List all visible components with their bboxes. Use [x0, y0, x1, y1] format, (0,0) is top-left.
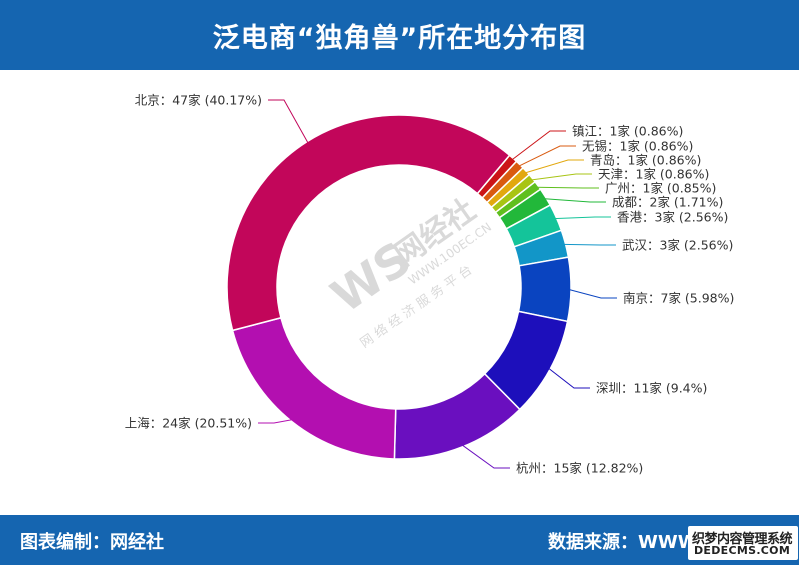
leader-广州 [535, 186, 599, 189]
label-上海: 上海：24家 (20.51%) [125, 416, 252, 431]
chart-title: 泛电商“独角兽”所在地分布图 [212, 22, 587, 54]
donut-slices [226, 114, 572, 460]
slice-北京 [226, 114, 511, 332]
leader-青岛 [523, 159, 584, 174]
label-北京: 北京：47家 (40.17%) [135, 93, 262, 108]
slice-南京 [517, 256, 572, 323]
footer-bar: 图表编制：网经社 数据来源：WWW. [0, 515, 799, 565]
footer-source: 数据来源：WWW. [548, 532, 703, 553]
label-无锡: 无锡：1家 (0.86%) [582, 139, 693, 154]
label-广州: 广州：1家 (0.85%) [605, 181, 716, 196]
label-镇江: 镇江：1家 (0.86%) [572, 124, 683, 139]
leader-上海 [258, 418, 294, 424]
leader-杭州 [460, 443, 510, 469]
leader-深圳 [547, 367, 590, 389]
corner-watermark-line2: DEDECMS.COM [694, 544, 791, 557]
label-南京: 南京：7家 (5.98%) [623, 291, 734, 306]
data-labels: 镇江：1家 (0.86%)无锡：1家 (0.86%)青岛：1家 (0.86%)天… [125, 93, 735, 476]
footer-credit: 图表编制：网经社 [20, 532, 164, 553]
leader-香港 [553, 216, 611, 220]
leader-lines [258, 99, 617, 469]
corner-watermark: 织梦内容管理系统 DEDECMS.COM [688, 526, 798, 560]
label-青岛: 青岛：1家 (0.86%) [590, 153, 701, 168]
label-天津: 天津：1家 (0.86%) [598, 167, 709, 182]
label-深圳: 深圳：11家 (9.4%) [596, 381, 707, 396]
title-bar: 泛电商“独角兽”所在地分布图 [0, 0, 799, 70]
label-武汉: 武汉：3家 (2.56%) [622, 238, 733, 253]
leader-成都 [543, 198, 606, 203]
leader-南京 [567, 288, 617, 299]
label-杭州: 杭州：15家 (12.82%) [516, 461, 643, 476]
leader-无锡 [517, 145, 576, 168]
leader-天津 [529, 173, 592, 181]
corner-watermark-line1: 织梦内容管理系统 [692, 532, 793, 547]
leader-镇江 [510, 130, 566, 161]
leader-北京 [268, 99, 310, 145]
leader-武汉 [562, 243, 616, 246]
label-香港: 香港：3家 (2.56%) [617, 210, 728, 225]
label-成都: 成都：2家 (1.71%) [612, 195, 723, 210]
